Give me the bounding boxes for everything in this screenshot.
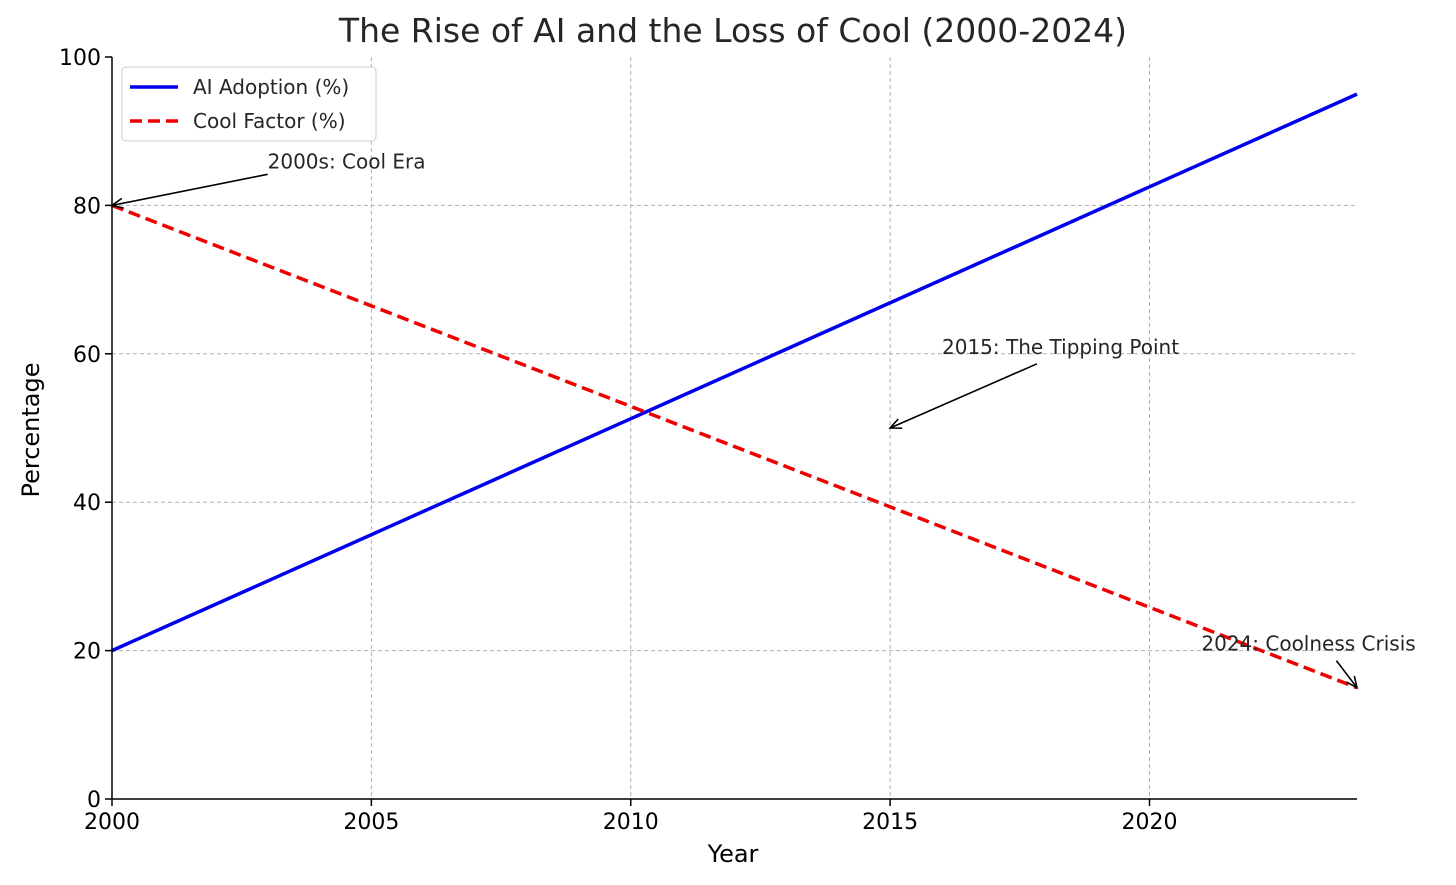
- y-tick-label: 0: [87, 788, 101, 813]
- annotation-label: 2000s: Cool Era: [268, 149, 426, 173]
- y-tick-label: 40: [73, 491, 101, 516]
- series-line-cool-factor: [111, 203, 1358, 690]
- annotation-label: 2024: Coolness Crisis: [1201, 632, 1415, 656]
- x-tick-label: 2000: [84, 810, 140, 835]
- x-tick-label: 2005: [343, 810, 399, 835]
- annotation-arrow: [1335, 660, 1359, 690]
- annotation-arrow: [110, 173, 268, 209]
- y-tick-label: 80: [73, 194, 101, 219]
- grid: [112, 57, 1357, 799]
- annotation-arrow: [888, 363, 1038, 429]
- x-tick-label: 2020: [1122, 810, 1178, 835]
- y-tick-label: 100: [59, 46, 101, 71]
- legend-label: Cool Factor (%): [193, 109, 346, 133]
- x-tick-label: 2010: [603, 810, 659, 835]
- annotation-label: 2015: The Tipping Point: [942, 335, 1179, 359]
- legend-label: AI Adoption (%): [193, 75, 349, 99]
- annotations: 2000s: Cool Era 2015: The Tipping Point 20…: [110, 149, 1416, 690]
- legend: AI Adoption (%) Cool Factor (%): [121, 66, 377, 142]
- series-line-ai-adoption: [111, 92, 1358, 653]
- chart-title: The Rise of AI and the Loss of Cool (200…: [338, 11, 1127, 50]
- x-tick-label: 2015: [862, 810, 918, 835]
- series-layer: [111, 92, 1358, 690]
- x-axis-title: Year: [707, 840, 759, 868]
- y-tick-label: 60: [73, 343, 101, 368]
- y-axis-title: Percentage: [17, 362, 45, 497]
- axes: 2000 2005 2010 2015 2020 0 20 40 60 80 100: [59, 46, 1357, 835]
- legend-box: [121, 66, 377, 142]
- y-tick-label: 20: [73, 640, 101, 665]
